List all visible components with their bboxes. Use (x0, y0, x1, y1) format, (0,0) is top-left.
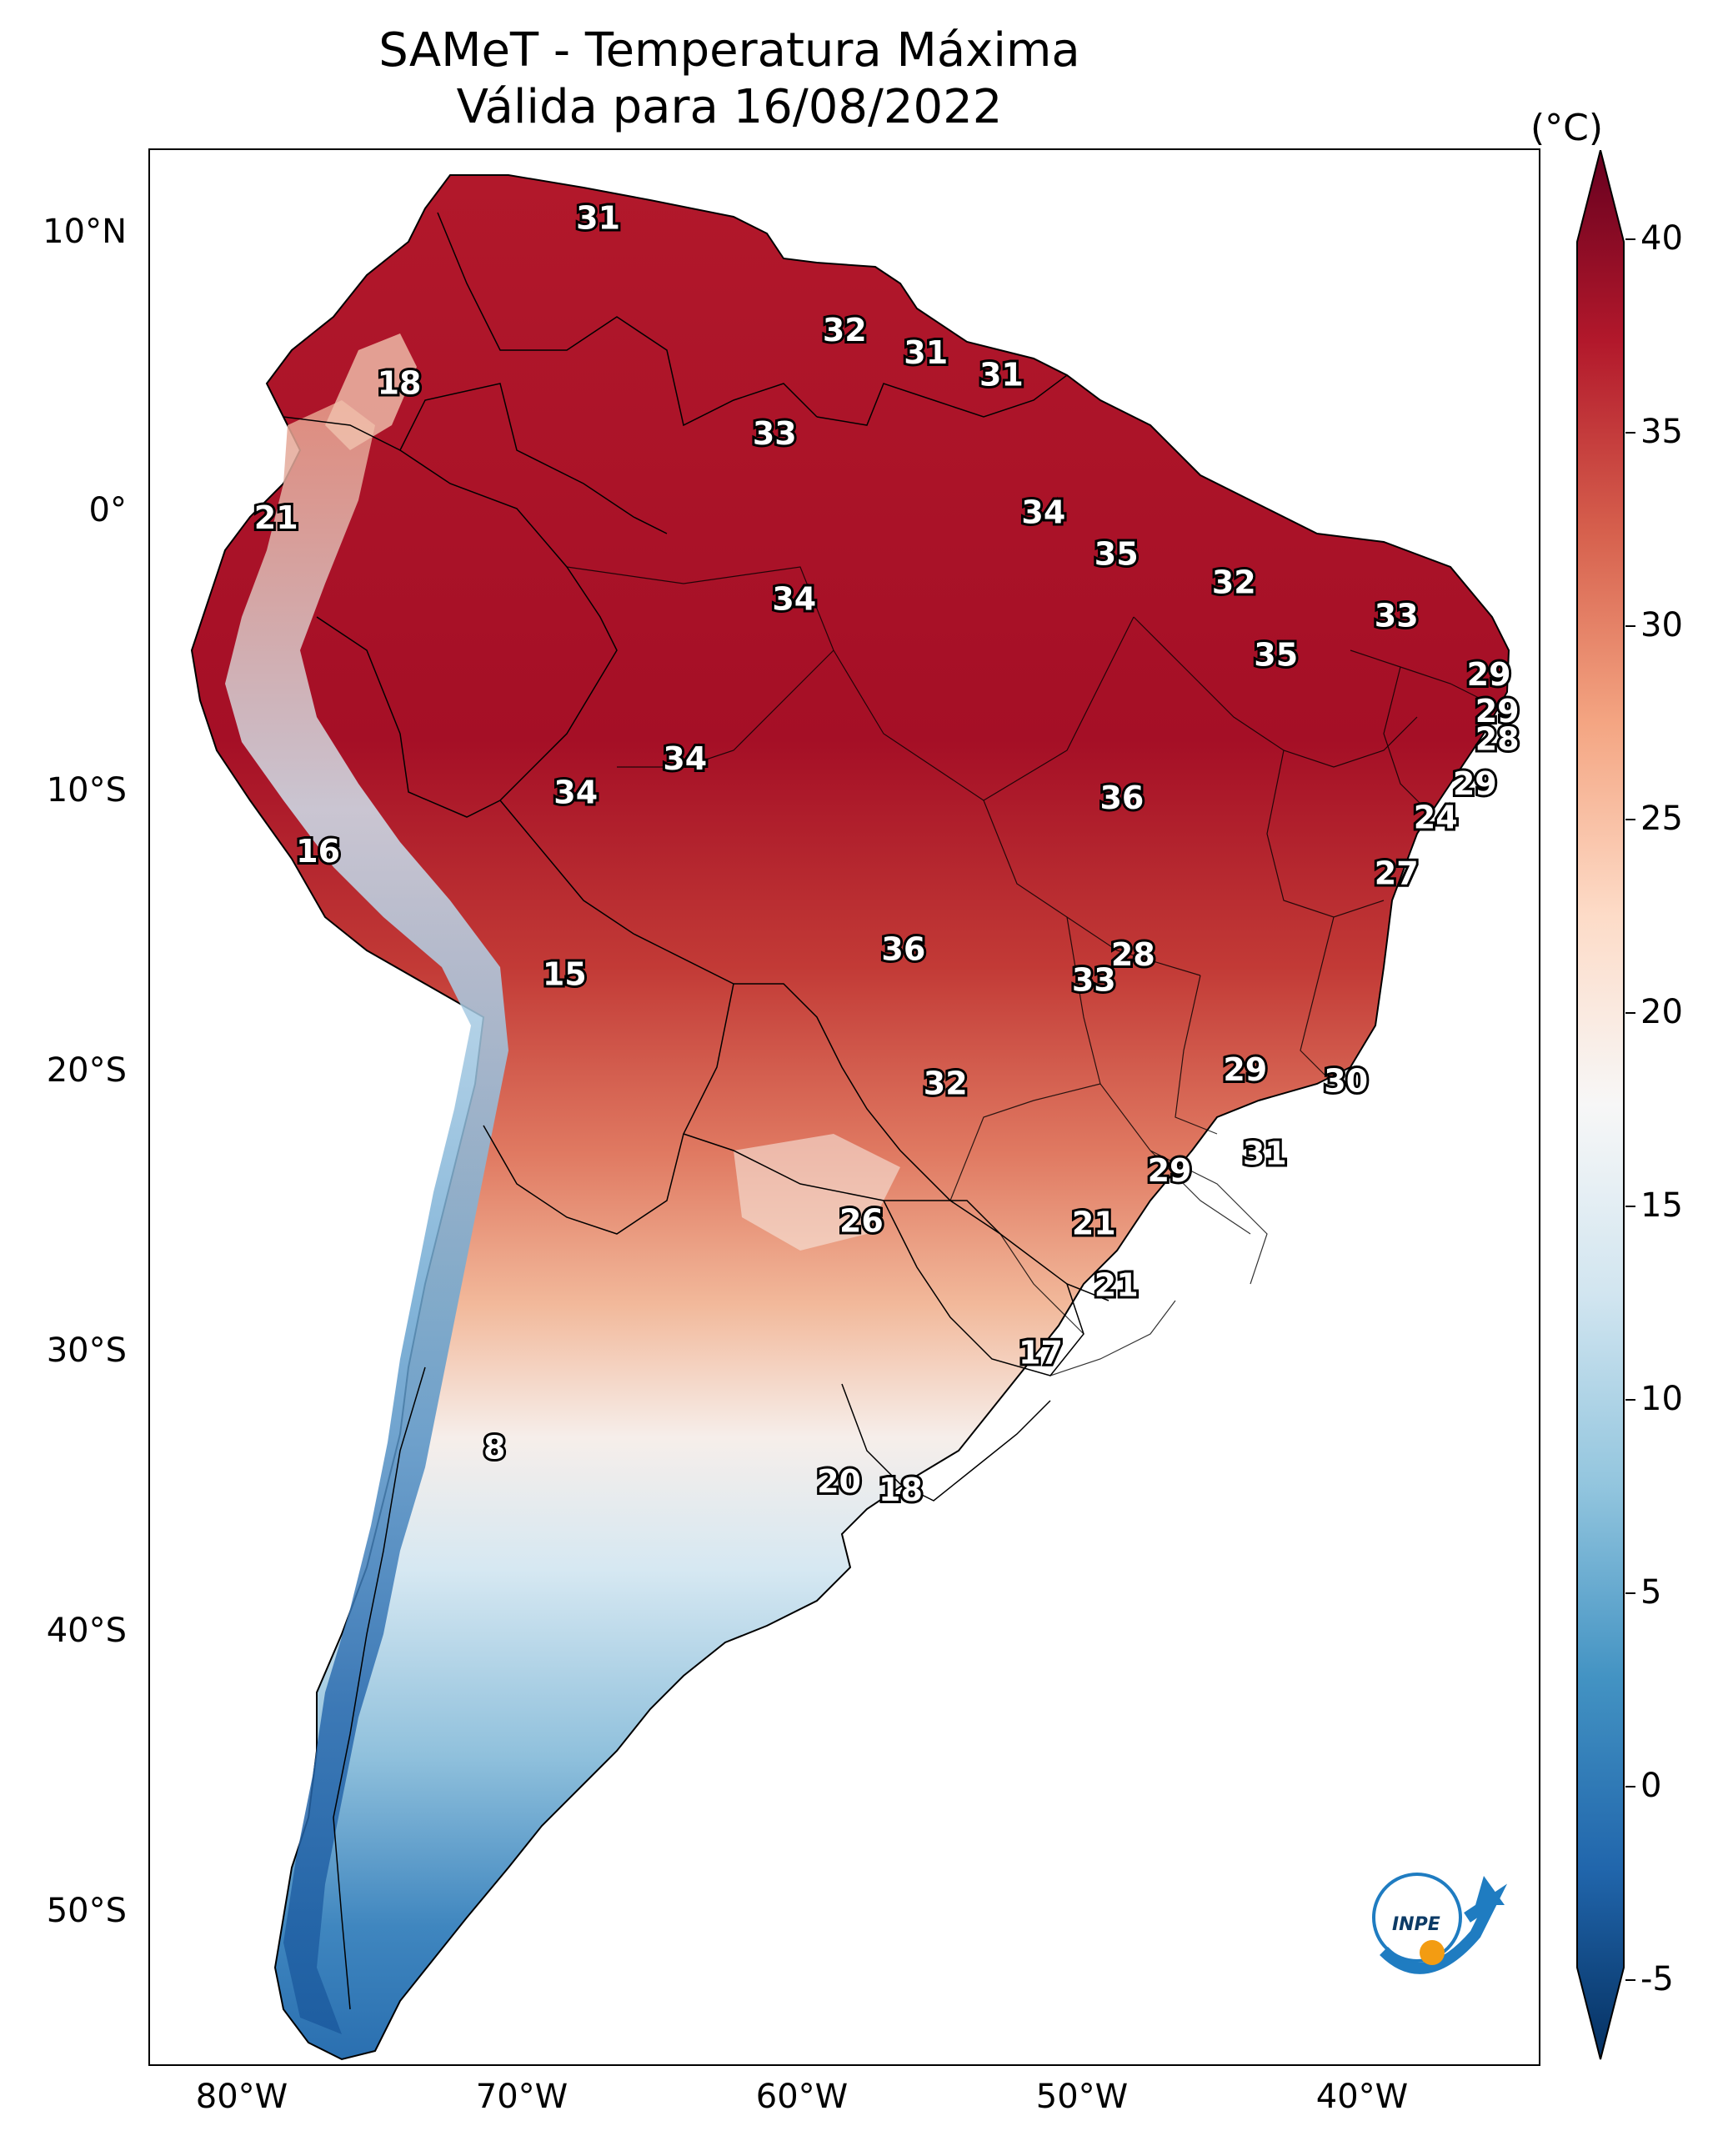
station-value-label: 31 (576, 200, 620, 237)
colorbar-unit: (°C) (1530, 107, 1604, 149)
colorbar-tick-20: 20 (1640, 993, 1683, 1031)
station-value-label: 32 (1212, 564, 1256, 600)
station-value-label: 21 (1094, 1267, 1139, 1304)
colorbar-tick-10: 10 (1640, 1380, 1683, 1418)
lon-label-40w: 40°W (1315, 2078, 1409, 2116)
station-value-label: 20 (817, 1463, 861, 1500)
station-value-label: 24 (1414, 800, 1458, 836)
station-value-label: 32 (823, 312, 867, 348)
station-value-label: 33 (1375, 598, 1419, 634)
lat-label-0: 0° (88, 491, 127, 529)
lat-label-40s: 40°S (46, 1612, 127, 1650)
station-value-label: 35 (1094, 536, 1139, 573)
lat-label-10n: 10°N (43, 213, 127, 251)
lat-label-20s: 20°S (46, 1051, 127, 1090)
colorbar-tick-0: 0 (1640, 1767, 1662, 1805)
station-value-label: 33 (753, 415, 797, 452)
colorbar-tick-30: 30 (1640, 606, 1683, 644)
station-value-label: 29 (1223, 1051, 1267, 1088)
station-value-label: 28 (1111, 936, 1155, 973)
station-value-label: 36 (881, 930, 925, 967)
colorbar-tick-35: 35 (1640, 413, 1683, 451)
station-value-label: 31 (904, 334, 948, 371)
lat-label-30s: 30°S (46, 1331, 127, 1370)
map-panel: 31 32 31 31 18 33 21 34 35 32 34 33 35 29 29 28 34 34 36 29… (148, 148, 1540, 2066)
station-value-label: 29 (1453, 765, 1497, 802)
station-value-label: 30 (1324, 1062, 1368, 1099)
station-value-label: 34 (663, 740, 707, 777)
lat-label-50s: 50°S (46, 1892, 127, 1930)
colorbar-gradient (1576, 150, 1625, 2060)
inpe-logo: INPE (1372, 1873, 1508, 1974)
logo-arrow (1475, 1876, 1505, 1905)
lon-label-80w: 80°W (195, 2078, 288, 2116)
station-value-label: 31 (979, 357, 1024, 394)
colorbar-tick-15: 15 (1640, 1186, 1683, 1225)
station-value-label: 33 (1072, 961, 1116, 998)
colorbar-tick-5: 5 (1640, 1573, 1662, 1612)
station-value-label: 34 (1021, 494, 1065, 530)
station-value-label: 34 (553, 774, 598, 810)
station-value-label: 16 (296, 833, 340, 870)
station-value-label: 32 (924, 1065, 968, 1102)
map-subtitle: Válida para 16/08/2022 (456, 80, 1003, 134)
colorbar-tick-25: 25 (1640, 800, 1683, 838)
station-value-label: 21 (254, 499, 298, 536)
logo-dot (1420, 1940, 1445, 1965)
station-value-label: 18 (879, 1472, 923, 1508)
colorbar-tick-40: 40 (1640, 219, 1683, 258)
country-borders (283, 212, 1109, 2010)
station-value-label: 34 (772, 580, 816, 617)
station-value-label: 35 (1254, 637, 1298, 674)
colorbar-tick-neg5: -5 (1640, 1960, 1674, 1998)
station-value-label: 21 (1072, 1206, 1116, 1242)
station-value-label: 29 (1467, 656, 1511, 693)
logo-ring (1372, 1873, 1462, 1963)
station-value-label: 26 (839, 1202, 884, 1239)
station-value-label: 17 (1019, 1334, 1063, 1371)
station-value-label: 36 (1099, 780, 1144, 816)
continent-land (190, 174, 1510, 2061)
lon-label-50w: 50°W (1035, 2078, 1129, 2116)
station-value-label: 31 (1243, 1136, 1287, 1172)
lon-label-70w: 70°W (475, 2078, 568, 2116)
station-value-label: 15 (543, 956, 587, 993)
colorbar (1576, 150, 1625, 2060)
station-value-label: 27 (1375, 855, 1419, 892)
state-borders (566, 566, 1485, 1376)
station-value-label: 18 (378, 365, 422, 402)
station-value-label: 28 (1475, 720, 1520, 757)
logo-swoosh (1380, 1883, 1508, 1974)
station-value-label: 29 (1475, 693, 1520, 730)
lon-label-60w: 60°W (755, 2078, 849, 2116)
station-value-label: 8 (483, 1430, 505, 1467)
lat-label-10s: 10°S (46, 771, 127, 810)
logo-text: INPE (1392, 1914, 1440, 1935)
station-value-label: 29 (1148, 1152, 1192, 1189)
map-title: SAMeT - Temperatura Máxima (378, 23, 1080, 78)
